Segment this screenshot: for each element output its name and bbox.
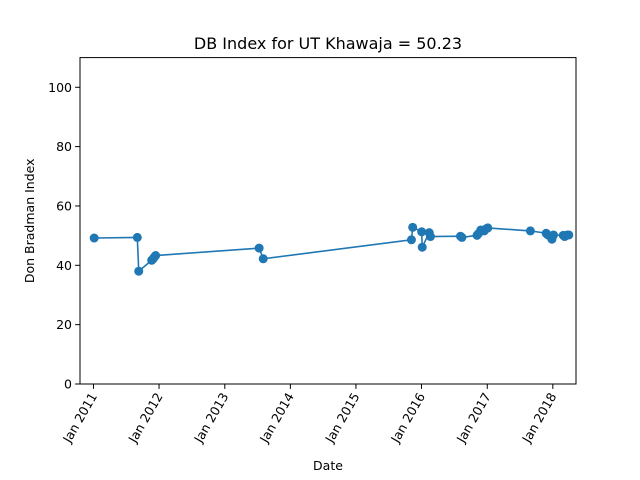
- y-tick-label: 60: [56, 198, 72, 213]
- x-axis: Jan 2011 Jan 2012 Jan 2013 Jan 2014 Jan 2015…: [59, 384, 559, 446]
- y-tick-label: 0: [64, 377, 72, 392]
- data-point: [549, 230, 559, 240]
- data-point: [457, 232, 467, 242]
- plot-area: [89, 222, 574, 276]
- x-tick-label: Jan 2011: [59, 390, 100, 446]
- y-tick-label: 100: [48, 80, 72, 95]
- data-point: [254, 243, 264, 253]
- data-point: [564, 230, 574, 240]
- data-point: [425, 232, 435, 242]
- chart-title: DB Index for UT Khawaja = 50.23: [194, 34, 462, 53]
- x-axis-label: Date: [313, 458, 343, 473]
- data-point: [89, 233, 99, 243]
- data-point: [258, 254, 268, 264]
- data-point: [417, 242, 427, 252]
- axes-frame: [79, 57, 577, 385]
- x-tick-label: Jan 2013: [190, 390, 231, 446]
- y-axis-label: Don Bradman Index: [22, 158, 37, 283]
- markers: [89, 222, 574, 276]
- y-tick-label: 80: [56, 139, 72, 154]
- data-point: [151, 251, 161, 261]
- data-point: [132, 232, 142, 242]
- x-tick-label: Jan 2015: [322, 390, 363, 446]
- data-point: [406, 235, 416, 245]
- data-point: [417, 227, 427, 237]
- x-tick-label: Jan 2018: [518, 390, 559, 446]
- x-tick-label: Jan 2012: [125, 390, 166, 446]
- y-tick-label: 40: [56, 258, 72, 273]
- y-axis: 0 20 40 60 80 100: [48, 80, 80, 392]
- x-tick-label: Jan 2014: [256, 390, 297, 446]
- data-point: [408, 222, 418, 232]
- data-point: [525, 226, 535, 236]
- x-tick-label: Jan 2016: [387, 390, 428, 446]
- x-tick-label: Jan 2017: [453, 390, 494, 446]
- y-tick-label: 20: [56, 317, 72, 332]
- series-line: [94, 226, 569, 273]
- data-point: [134, 266, 144, 276]
- data-point: [483, 223, 493, 233]
